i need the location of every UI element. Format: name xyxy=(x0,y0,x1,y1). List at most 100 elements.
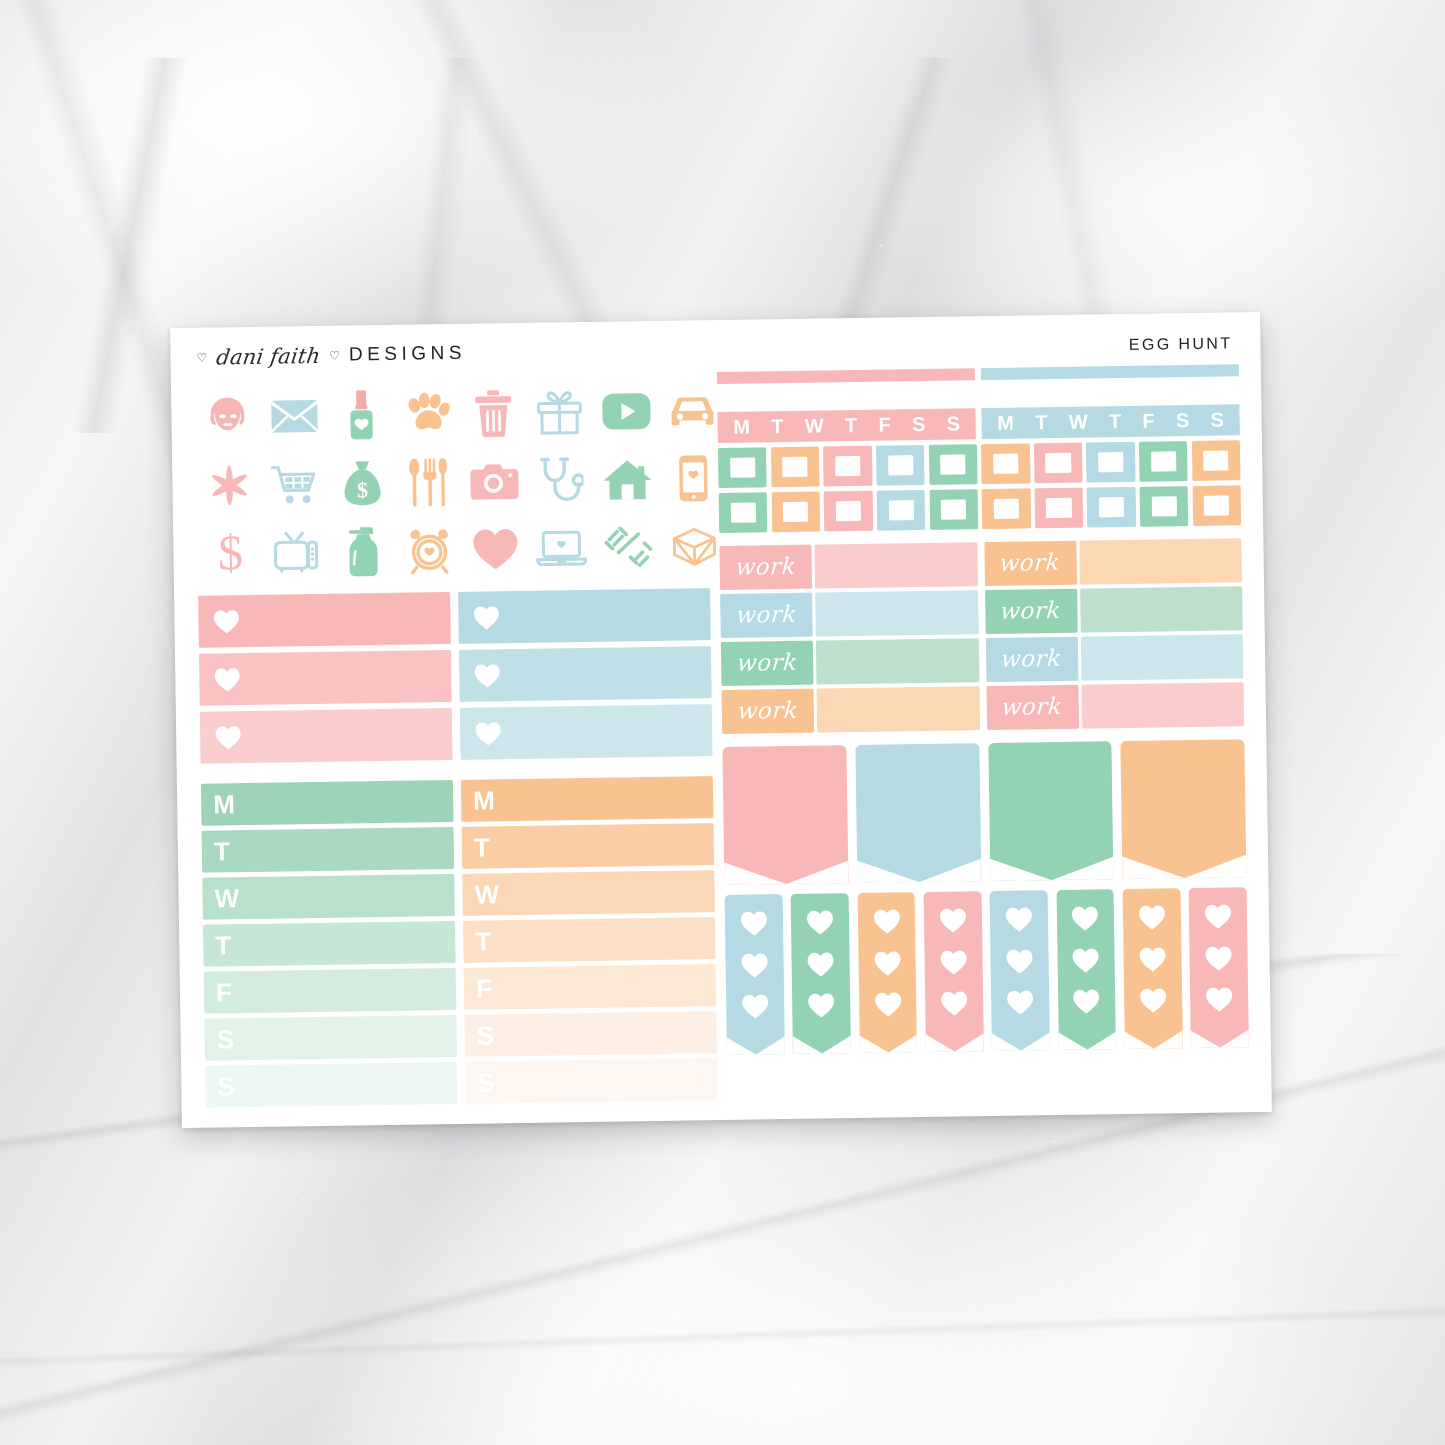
checkbox-sticker[interactable] xyxy=(770,446,820,488)
heart-strip-green-2[interactable] xyxy=(1056,889,1117,1051)
work-body[interactable] xyxy=(815,590,979,637)
day-list-row[interactable]: F xyxy=(463,964,717,1010)
work-body[interactable] xyxy=(816,686,980,733)
day-list-row[interactable]: T xyxy=(202,920,456,967)
heart-strip-pink[interactable] xyxy=(923,891,984,1052)
checkbox-sticker[interactable] xyxy=(823,445,873,487)
day-list-row[interactable]: W xyxy=(202,873,455,920)
heart-box[interactable] xyxy=(198,592,451,648)
heart-strip-pink-2[interactable] xyxy=(1188,887,1249,1049)
checkbox-sticker[interactable] xyxy=(1034,487,1084,529)
day-list-row[interactable]: W xyxy=(462,870,715,916)
day-list-row[interactable]: T xyxy=(461,823,715,869)
laptop-icon[interactable] xyxy=(528,516,595,581)
checkbox-sticker[interactable] xyxy=(1192,485,1242,526)
checkbox-sticker[interactable] xyxy=(928,444,978,485)
shopping-cart-icon[interactable] xyxy=(262,452,329,517)
alarm-clock-icon[interactable] xyxy=(396,518,463,583)
nail-polish-icon[interactable] xyxy=(327,383,394,448)
kit-title: EGG HUNT xyxy=(1128,335,1233,354)
heart-box[interactable] xyxy=(199,707,453,764)
checkbox-sticker[interactable] xyxy=(823,490,873,532)
checkbox-sticker[interactable] xyxy=(718,492,768,534)
work-body[interactable] xyxy=(814,542,978,589)
gift-box-icon[interactable] xyxy=(526,380,593,445)
heart-box[interactable] xyxy=(458,646,712,702)
top-bar-blue[interactable] xyxy=(980,364,1239,381)
day-list-row[interactable]: M xyxy=(200,779,454,826)
camera-icon[interactable] xyxy=(461,449,528,514)
banner-flag-green[interactable] xyxy=(987,741,1114,882)
work-box[interactable]: work xyxy=(984,586,1243,635)
work-box[interactable]: work xyxy=(721,686,980,734)
checkbox-sticker[interactable] xyxy=(981,488,1031,530)
dumbbell-icon[interactable] xyxy=(594,515,661,580)
heart-strip-blue-2[interactable] xyxy=(989,890,1050,1052)
checkbox-sticker[interactable] xyxy=(1033,442,1083,484)
day-header-pink[interactable]: M T W T F S S xyxy=(717,408,976,444)
banner-flag-blue[interactable] xyxy=(855,743,981,883)
work-box[interactable]: work xyxy=(719,542,978,590)
checkbox-sticker[interactable] xyxy=(1139,486,1189,527)
envelope-icon[interactable] xyxy=(261,384,328,449)
heart-strip-blue[interactable] xyxy=(724,894,785,1055)
car-icon[interactable] xyxy=(659,378,726,443)
work-body[interactable] xyxy=(1078,538,1243,585)
day-header-blue[interactable]: M T W T F S S xyxy=(981,404,1240,440)
cutlery-icon[interactable] xyxy=(395,450,462,515)
heart-strip-orange[interactable] xyxy=(857,892,918,1053)
trash-can-icon[interactable] xyxy=(460,381,527,446)
work-box[interactable]: work xyxy=(986,682,1245,731)
heart-box[interactable] xyxy=(458,588,711,644)
paw-print-icon[interactable] xyxy=(394,382,461,447)
checkbox-sticker[interactable] xyxy=(875,444,925,486)
checkbox-sticker[interactable] xyxy=(1086,441,1136,483)
heart-strip-green[interactable] xyxy=(790,893,852,1054)
heart-left-icon: ♡ xyxy=(196,350,208,365)
day-list-row[interactable]: T xyxy=(462,917,716,963)
checkbox-sticker[interactable] xyxy=(1138,441,1188,482)
top-bar-pink[interactable] xyxy=(716,368,975,385)
checkbox-sticker[interactable] xyxy=(771,491,821,533)
checkbox-sticker[interactable] xyxy=(981,443,1031,485)
work-box[interactable]: work xyxy=(720,638,979,686)
heart-box[interactable] xyxy=(198,649,452,706)
day-list-row[interactable]: S xyxy=(205,1061,458,1108)
checkbox-sticker[interactable] xyxy=(1086,486,1136,528)
smartphone-icon[interactable] xyxy=(660,446,727,511)
checkbox-sticker[interactable] xyxy=(876,489,926,531)
spray-bottle-icon[interactable] xyxy=(329,519,396,584)
checkbox-sticker[interactable] xyxy=(717,447,767,489)
heart-strip-orange-2[interactable] xyxy=(1122,888,1183,1050)
work-body[interactable] xyxy=(815,638,979,685)
day-list-row[interactable]: F xyxy=(203,967,457,1014)
work-body[interactable] xyxy=(1081,682,1245,729)
banner-flag-pink[interactable] xyxy=(722,745,849,885)
money-bag-icon[interactable]: $ xyxy=(328,451,395,516)
youtube-play-icon[interactable] xyxy=(592,379,659,444)
day-list-row[interactable]: S xyxy=(464,1011,717,1057)
banner-flag-orange[interactable] xyxy=(1120,739,1247,880)
work-box[interactable]: work xyxy=(720,590,979,638)
day-letter: W xyxy=(214,883,240,914)
checkbox-sticker[interactable] xyxy=(1191,440,1241,481)
open-box-icon[interactable] xyxy=(661,514,728,579)
face-mask-icon[interactable] xyxy=(195,385,262,450)
checkbox-sticker[interactable] xyxy=(929,489,979,530)
work-box[interactable]: work xyxy=(985,634,1244,683)
heart-box[interactable] xyxy=(459,704,713,760)
day-list-row[interactable]: S xyxy=(465,1058,718,1104)
heart-icon[interactable] xyxy=(462,517,529,582)
work-body[interactable] xyxy=(1080,634,1244,681)
day-list-row[interactable]: T xyxy=(201,826,455,873)
sticker-sheet[interactable]: ♡ dani faith ♡ DESIGNS EGG HUNT xyxy=(170,311,1272,1129)
dollar-sign-icon[interactable]: $ xyxy=(197,521,264,586)
day-list-row[interactable]: S xyxy=(204,1014,457,1061)
television-icon[interactable] xyxy=(263,520,330,585)
flower-asterisk-icon[interactable] xyxy=(196,453,263,518)
house-icon[interactable] xyxy=(593,447,660,512)
day-list-row[interactable]: M xyxy=(460,776,714,822)
work-body[interactable] xyxy=(1079,586,1243,633)
stethoscope-icon[interactable] xyxy=(527,448,594,513)
work-box[interactable]: work xyxy=(983,538,1243,587)
